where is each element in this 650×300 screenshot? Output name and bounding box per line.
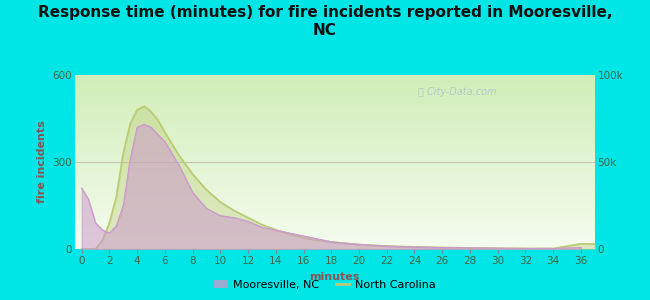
X-axis label: minutes: minutes (309, 272, 360, 281)
Text: Response time (minutes) for fire incidents reported in Mooresville,
NC: Response time (minutes) for fire inciden… (38, 4, 612, 38)
Y-axis label: fire incidents: fire incidents (37, 121, 47, 203)
Text: ⓘ City-Data.com: ⓘ City-Data.com (418, 87, 497, 97)
Legend: Mooresville, NC, North Carolina: Mooresville, NC, North Carolina (210, 276, 440, 294)
